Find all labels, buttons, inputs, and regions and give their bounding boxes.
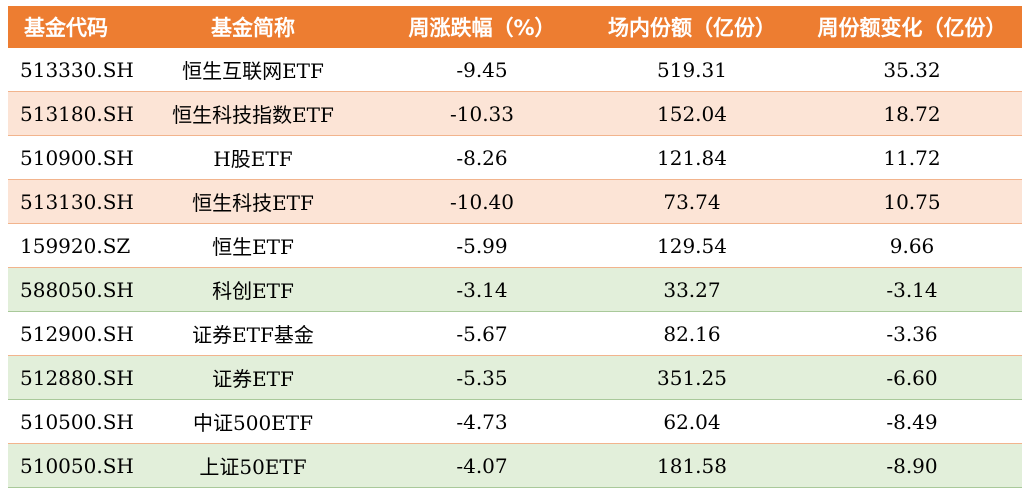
- cell-weekly-share-change: -8.49: [802, 399, 1022, 444]
- cell-weekly-share-change: 9.66: [802, 223, 1022, 268]
- cell-weekly-share-change: 10.75: [802, 179, 1022, 224]
- cell-weekly-change: -5.99: [382, 223, 582, 268]
- cell-weekly-share-change: 11.72: [802, 135, 1022, 180]
- cell-onexchange-shares: 181.58: [582, 443, 802, 488]
- cell-weekly-share-change: -3.14: [802, 267, 1022, 312]
- table-row: 513180.SH 恒生科技指数ETF -10.33 152.04 18.72: [8, 91, 1022, 136]
- cell-onexchange-shares: 73.74: [582, 179, 802, 224]
- cell-fund-code: 513180.SH: [8, 91, 134, 136]
- header-row: 基金代码 基金简称 周涨跌幅（%） 场内份额（亿份） 周份额变化（亿份）: [8, 6, 1022, 48]
- cell-weekly-change: -9.45: [382, 48, 582, 92]
- cell-onexchange-shares: 82.16: [582, 311, 802, 356]
- cell-fund-code: 588050.SH: [8, 267, 134, 312]
- cell-weekly-share-change: 18.72: [802, 91, 1022, 136]
- cell-onexchange-shares: 62.04: [582, 399, 802, 444]
- cell-weekly-share-change: -3.36: [802, 311, 1022, 356]
- table-row: 513330.SH 恒生互联网ETF -9.45 519.31 35.32: [8, 48, 1022, 92]
- header-fund-code[interactable]: 基金代码: [8, 6, 124, 48]
- cell-fund-name: 证券ETF基金: [124, 311, 382, 356]
- cell-weekly-change: -10.33: [382, 91, 582, 136]
- cell-fund-code: 510900.SH: [8, 135, 134, 180]
- table-row: 588050.SH 科创ETF -3.14 33.27 -3.14: [8, 267, 1022, 312]
- cell-weekly-change: -3.14: [382, 267, 582, 312]
- cell-onexchange-shares: 152.04: [582, 91, 802, 136]
- table-row: 513130.SH 恒生科技ETF -10.40 73.74 10.75: [8, 179, 1022, 224]
- cell-weekly-change: -5.67: [382, 311, 582, 356]
- cell-weekly-change: -10.40: [382, 179, 582, 224]
- cell-weekly-share-change: -8.90: [802, 443, 1022, 488]
- table-row: 510050.SH 上证50ETF -4.07 181.58 -8.90: [8, 443, 1022, 488]
- table-row: 510500.SH 中证500ETF -4.73 62.04 -8.49: [8, 399, 1022, 444]
- header-fund-name[interactable]: 基金简称: [124, 6, 382, 48]
- cell-onexchange-shares: 121.84: [582, 135, 802, 180]
- cell-fund-code: 159920.SZ: [8, 223, 130, 268]
- cell-fund-name: 恒生科技ETF: [124, 179, 382, 224]
- table-row: 512900.SH 证券ETF基金 -5.67 82.16 -3.36: [8, 311, 1022, 356]
- table-row: 512880.SH 证券ETF -5.35 351.25 -6.60: [8, 355, 1022, 400]
- header-weekly-change[interactable]: 周涨跌幅（%）: [382, 6, 582, 48]
- cell-fund-code: 510500.SH: [8, 399, 134, 444]
- table-header: 基金代码 基金简称 周涨跌幅（%） 场内份额（亿份） 周份额变化（亿份）: [8, 6, 1022, 48]
- table-row: 510900.SH H股ETF -8.26 121.84 11.72: [8, 135, 1022, 180]
- etf-table-container: 基金代码 基金简称 周涨跌幅（%） 场内份额（亿份） 周份额变化（亿份） 513…: [8, 6, 1022, 488]
- cell-weekly-change: -5.35: [382, 355, 582, 400]
- table-body: 513330.SH 恒生互联网ETF -9.45 519.31 35.32 513180.…: [8, 48, 1022, 488]
- cell-fund-code: 513330.SH: [8, 48, 134, 92]
- header-onexchange-shares[interactable]: 场内份额（亿份）: [582, 6, 802, 48]
- cell-onexchange-shares: 129.54: [582, 223, 802, 268]
- cell-fund-code: 510050.SH: [8, 443, 134, 488]
- cell-onexchange-shares: 351.25: [582, 355, 802, 400]
- cell-weekly-change: -8.26: [382, 135, 582, 180]
- cell-fund-name: 上证50ETF: [124, 443, 382, 488]
- cell-fund-name: H股ETF: [124, 135, 382, 180]
- cell-fund-name: 科创ETF: [124, 267, 382, 312]
- cell-onexchange-shares: 519.31: [582, 48, 802, 92]
- cell-weekly-change: -4.73: [382, 399, 582, 444]
- cell-fund-code: 512880.SH: [8, 355, 134, 400]
- cell-weekly-change: -4.07: [382, 443, 582, 488]
- etf-share-table: 基金代码 基金简称 周涨跌幅（%） 场内份额（亿份） 周份额变化（亿份） 513…: [8, 6, 1022, 488]
- cell-weekly-share-change: -6.60: [802, 355, 1022, 400]
- cell-fund-name: 恒生互联网ETF: [124, 48, 382, 92]
- cell-fund-name: 恒生ETF: [124, 223, 382, 268]
- header-weekly-share-change[interactable]: 周份额变化（亿份）: [802, 6, 1022, 48]
- cell-fund-name: 中证500ETF: [124, 399, 382, 444]
- cell-fund-name: 恒生科技指数ETF: [124, 91, 382, 136]
- cell-weekly-share-change: 35.32: [802, 48, 1022, 92]
- cell-fund-name: 证券ETF: [124, 355, 382, 400]
- cell-onexchange-shares: 33.27: [582, 267, 802, 312]
- cell-fund-code: 513130.SH: [8, 179, 134, 224]
- table-row: 159920.SZ 恒生ETF -5.99 129.54 9.66: [8, 223, 1022, 268]
- cell-fund-code: 512900.SH: [8, 311, 134, 356]
